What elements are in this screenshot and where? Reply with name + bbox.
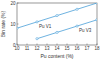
plot-area xyxy=(17,3,97,40)
x-tick xyxy=(57,44,58,46)
series-line xyxy=(37,20,97,39)
y-tick-label: 20 xyxy=(10,1,16,6)
x-tick xyxy=(37,44,38,46)
x-tick-label: 17 xyxy=(84,46,90,51)
y-tick xyxy=(17,24,19,25)
x-axis-label: Pu content (%) xyxy=(40,53,73,59)
series-marker xyxy=(36,21,38,23)
x-tick-label: 11 xyxy=(25,46,30,51)
x-tick xyxy=(67,44,68,46)
y-tick xyxy=(17,3,19,4)
x-tick xyxy=(27,44,28,46)
series-marker xyxy=(76,25,78,27)
series-marker xyxy=(36,38,38,40)
x-tick xyxy=(97,44,98,46)
x-tick-label: 18 xyxy=(94,46,100,51)
y-tick-label: 10 xyxy=(10,22,16,27)
x-tick xyxy=(77,44,78,46)
x-tick-label: 13 xyxy=(44,46,50,51)
series-marker xyxy=(96,3,97,4)
y-tick-label: 0 xyxy=(13,43,16,48)
series-marker xyxy=(96,19,97,21)
series-line xyxy=(17,3,97,28)
x-tick-label: 12 xyxy=(34,46,40,51)
series-marker xyxy=(17,27,18,29)
series-marker xyxy=(76,8,78,10)
series-marker xyxy=(56,31,58,33)
series-label: Pu V3 xyxy=(79,28,92,33)
series-marker xyxy=(56,15,58,17)
x-tick xyxy=(47,44,48,46)
chart: 10111213141516171801020Pu content (%)Bin… xyxy=(0,0,100,61)
x-tick xyxy=(17,44,18,46)
x-tick xyxy=(87,44,88,46)
series-label: Pu V1 xyxy=(39,24,52,29)
y-axis-label: Bin rate (%) xyxy=(0,10,6,37)
x-tick-label: 15 xyxy=(64,46,70,51)
y-tick xyxy=(17,45,19,46)
x-tick-label: 14 xyxy=(54,46,60,51)
plot-frame xyxy=(17,3,97,45)
x-tick-label: 16 xyxy=(74,46,80,51)
